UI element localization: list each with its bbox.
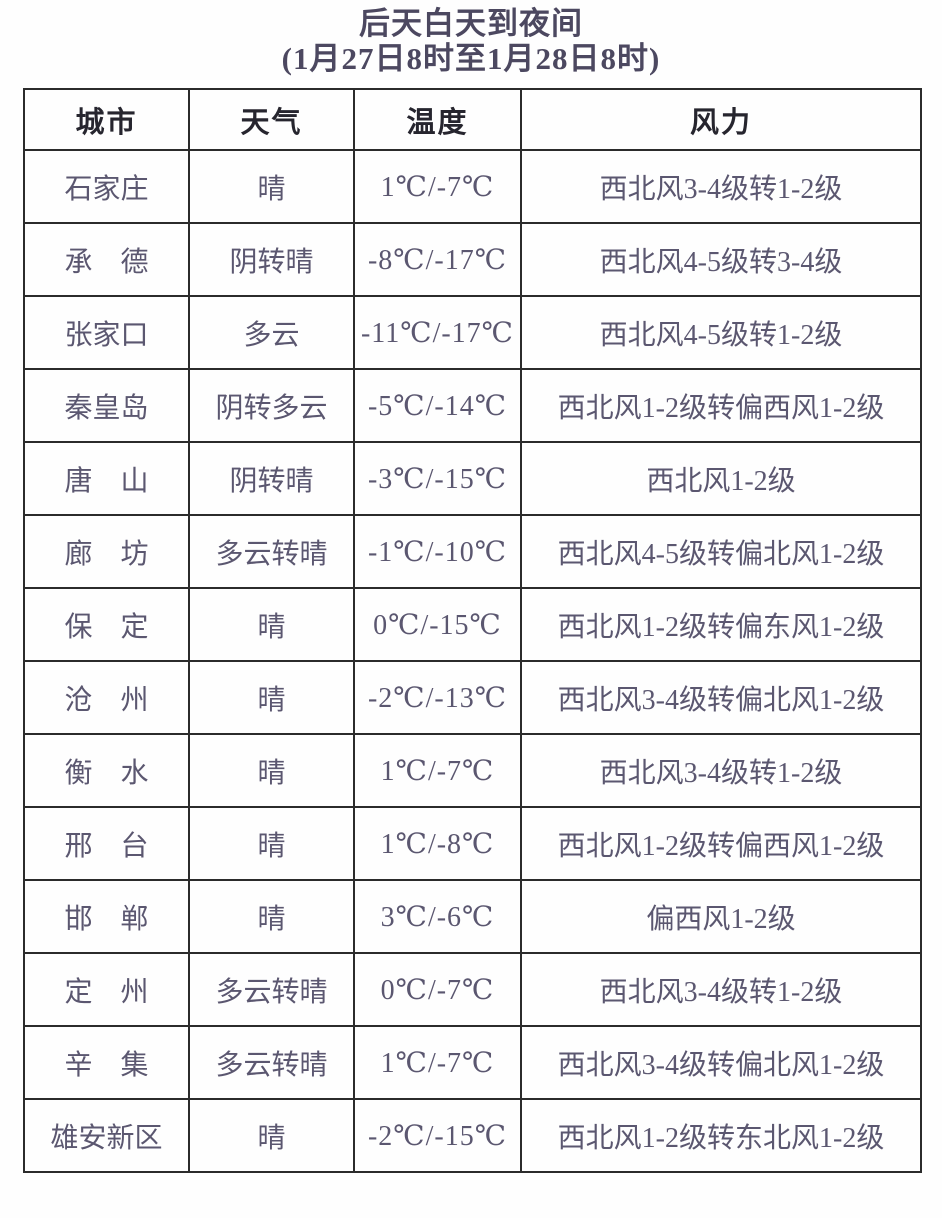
table-row: 张家口 多云 -11℃/-17℃ 西北风4-5级转1-2级 xyxy=(23,295,922,370)
column-header-city: 城市 xyxy=(23,88,190,151)
table-row: 石家庄 晴 1℃/-7℃ 西北风3-4级转1-2级 xyxy=(23,149,922,224)
cell-city: 沧 州 xyxy=(23,660,190,735)
cell-weather: 晴 xyxy=(188,587,355,662)
cell-wind: 西北风3-4级转1-2级 xyxy=(520,733,922,808)
cell-temperature: 1℃/-8℃ xyxy=(353,806,522,881)
cell-city: 唐 山 xyxy=(23,441,190,516)
cell-wind: 西北风4-5级转偏北风1-2级 xyxy=(520,514,922,589)
cell-city: 石家庄 xyxy=(23,149,190,224)
title-line-2: (1月27日8时至1月28日8时) xyxy=(281,41,661,76)
cell-city: 秦皇岛 xyxy=(23,368,190,443)
cell-wind: 西北风1-2级转偏西风1-2级 xyxy=(520,806,922,881)
page-title: 后天白天到夜间 (1月27日8时至1月28日8时) xyxy=(0,6,942,76)
column-header-wind: 风力 xyxy=(520,88,922,151)
cell-temperature: -2℃/-15℃ xyxy=(353,1098,522,1173)
cell-weather: 阴转晴 xyxy=(188,222,355,297)
cell-temperature: 3℃/-6℃ xyxy=(353,879,522,954)
cell-weather: 晴 xyxy=(188,660,355,735)
cell-temperature: 1℃/-7℃ xyxy=(353,733,522,808)
cell-city: 承 德 xyxy=(23,222,190,297)
table-row: 唐 山 阴转晴 -3℃/-15℃ 西北风1-2级 xyxy=(23,441,922,516)
weather-forecast-table: 城市 天气 温度 风力 石家庄 晴 1℃/-7℃ 西北风3-4级转1-2级 承 … xyxy=(23,88,922,1173)
table-row: 廊 坊 多云转晴 -1℃/-10℃ 西北风4-5级转偏北风1-2级 xyxy=(23,514,922,589)
cell-city: 衡 水 xyxy=(23,733,190,808)
cell-wind: 西北风4-5级转1-2级 xyxy=(520,295,922,370)
table-row: 衡 水 晴 1℃/-7℃ 西北风3-4级转1-2级 xyxy=(23,733,922,808)
table-row: 秦皇岛 阴转多云 -5℃/-14℃ 西北风1-2级转偏西风1-2级 xyxy=(23,368,922,443)
cell-temperature: -8℃/-17℃ xyxy=(353,222,522,297)
table-header-row: 城市 天气 温度 风力 xyxy=(23,88,922,151)
cell-temperature: -1℃/-10℃ xyxy=(353,514,522,589)
cell-wind: 西北风3-4级转偏北风1-2级 xyxy=(520,660,922,735)
cell-weather: 晴 xyxy=(188,1098,355,1173)
cell-temperature: -5℃/-14℃ xyxy=(353,368,522,443)
table-row: 邢 台 晴 1℃/-8℃ 西北风1-2级转偏西风1-2级 xyxy=(23,806,922,881)
table-row: 辛 集 多云转晴 1℃/-7℃ 西北风3-4级转偏北风1-2级 xyxy=(23,1025,922,1100)
cell-city: 定 州 xyxy=(23,952,190,1027)
table-row: 保 定 晴 0℃/-15℃ 西北风1-2级转偏东风1-2级 xyxy=(23,587,922,662)
table-row: 邯 郸 晴 3℃/-6℃ 偏西风1-2级 xyxy=(23,879,922,954)
table-row: 雄安新区 晴 -2℃/-15℃ 西北风1-2级转东北风1-2级 xyxy=(23,1098,922,1173)
cell-wind: 西北风1-2级转偏西风1-2级 xyxy=(520,368,922,443)
cell-wind: 西北风3-4级转1-2级 xyxy=(520,149,922,224)
cell-wind: 西北风1-2级转东北风1-2级 xyxy=(520,1098,922,1173)
cell-temperature: 1℃/-7℃ xyxy=(353,1025,522,1100)
cell-temperature: 1℃/-7℃ xyxy=(353,149,522,224)
cell-weather: 多云转晴 xyxy=(188,1025,355,1100)
cell-city: 保 定 xyxy=(23,587,190,662)
column-header-weather: 天气 xyxy=(188,88,355,151)
cell-temperature: -11℃/-17℃ xyxy=(353,295,522,370)
cell-weather: 阴转晴 xyxy=(188,441,355,516)
column-header-temperature: 温度 xyxy=(353,88,522,151)
cell-city: 邢 台 xyxy=(23,806,190,881)
cell-weather: 晴 xyxy=(188,806,355,881)
cell-weather: 多云转晴 xyxy=(188,952,355,1027)
cell-weather: 晴 xyxy=(188,149,355,224)
cell-wind: 西北风4-5级转3-4级 xyxy=(520,222,922,297)
cell-city: 廊 坊 xyxy=(23,514,190,589)
cell-weather: 晴 xyxy=(188,733,355,808)
table-row: 承 德 阴转晴 -8℃/-17℃ 西北风4-5级转3-4级 xyxy=(23,222,922,297)
cell-wind: 西北风3-4级转1-2级 xyxy=(520,952,922,1027)
cell-wind: 西北风3-4级转偏北风1-2级 xyxy=(520,1025,922,1100)
cell-city: 邯 郸 xyxy=(23,879,190,954)
cell-wind: 西北风1-2级转偏东风1-2级 xyxy=(520,587,922,662)
cell-wind: 偏西风1-2级 xyxy=(520,879,922,954)
cell-weather: 多云转晴 xyxy=(188,514,355,589)
title-line-1: 后天白天到夜间 xyxy=(359,6,583,41)
cell-weather: 阴转多云 xyxy=(188,368,355,443)
cell-temperature: -3℃/-15℃ xyxy=(353,441,522,516)
cell-city: 辛 集 xyxy=(23,1025,190,1100)
cell-wind: 西北风1-2级 xyxy=(520,441,922,516)
cell-temperature: 0℃/-15℃ xyxy=(353,587,522,662)
cell-weather: 多云 xyxy=(188,295,355,370)
table-row: 沧 州 晴 -2℃/-13℃ 西北风3-4级转偏北风1-2级 xyxy=(23,660,922,735)
cell-temperature: 0℃/-7℃ xyxy=(353,952,522,1027)
cell-weather: 晴 xyxy=(188,879,355,954)
table-row: 定 州 多云转晴 0℃/-7℃ 西北风3-4级转1-2级 xyxy=(23,952,922,1027)
cell-city: 雄安新区 xyxy=(23,1098,190,1173)
cell-temperature: -2℃/-13℃ xyxy=(353,660,522,735)
cell-city: 张家口 xyxy=(23,295,190,370)
